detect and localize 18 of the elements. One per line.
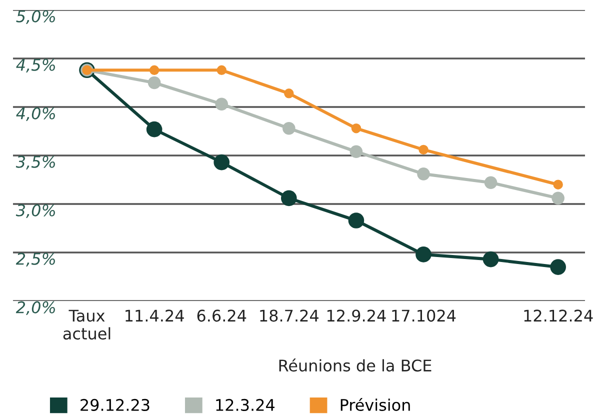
legend-label: 12.3.24 [216,398,275,412]
x-tick-label: 17.1024 [392,310,456,322]
x-tick-label: 12.12.24 [524,310,593,322]
x-tick-label: 6.6.24 [197,310,246,322]
legend-label: 29.12.23 [80,398,150,412]
y-tick-label: 5,0% [16,10,55,24]
x-tick-label: 18.7.24 [260,310,318,322]
x-tick-label: 12.9.24 [327,310,386,322]
x-tick-label: Taux actuel [63,310,110,340]
y-tick-label: 3,0% [16,204,55,218]
y-tick-label: 4,5% [16,58,55,72]
x-tick-label: 11.4.24 [126,310,184,322]
legend-label: Prévision [340,398,410,412]
x-axis-title: Réunions de la BCE [279,358,432,372]
y-tick-label: 2,5% [16,252,55,266]
y-tick-label: 3,5% [16,156,55,170]
y-tick-label: 4,0% [16,107,55,121]
y-tick-label: 2,0% [16,301,55,315]
